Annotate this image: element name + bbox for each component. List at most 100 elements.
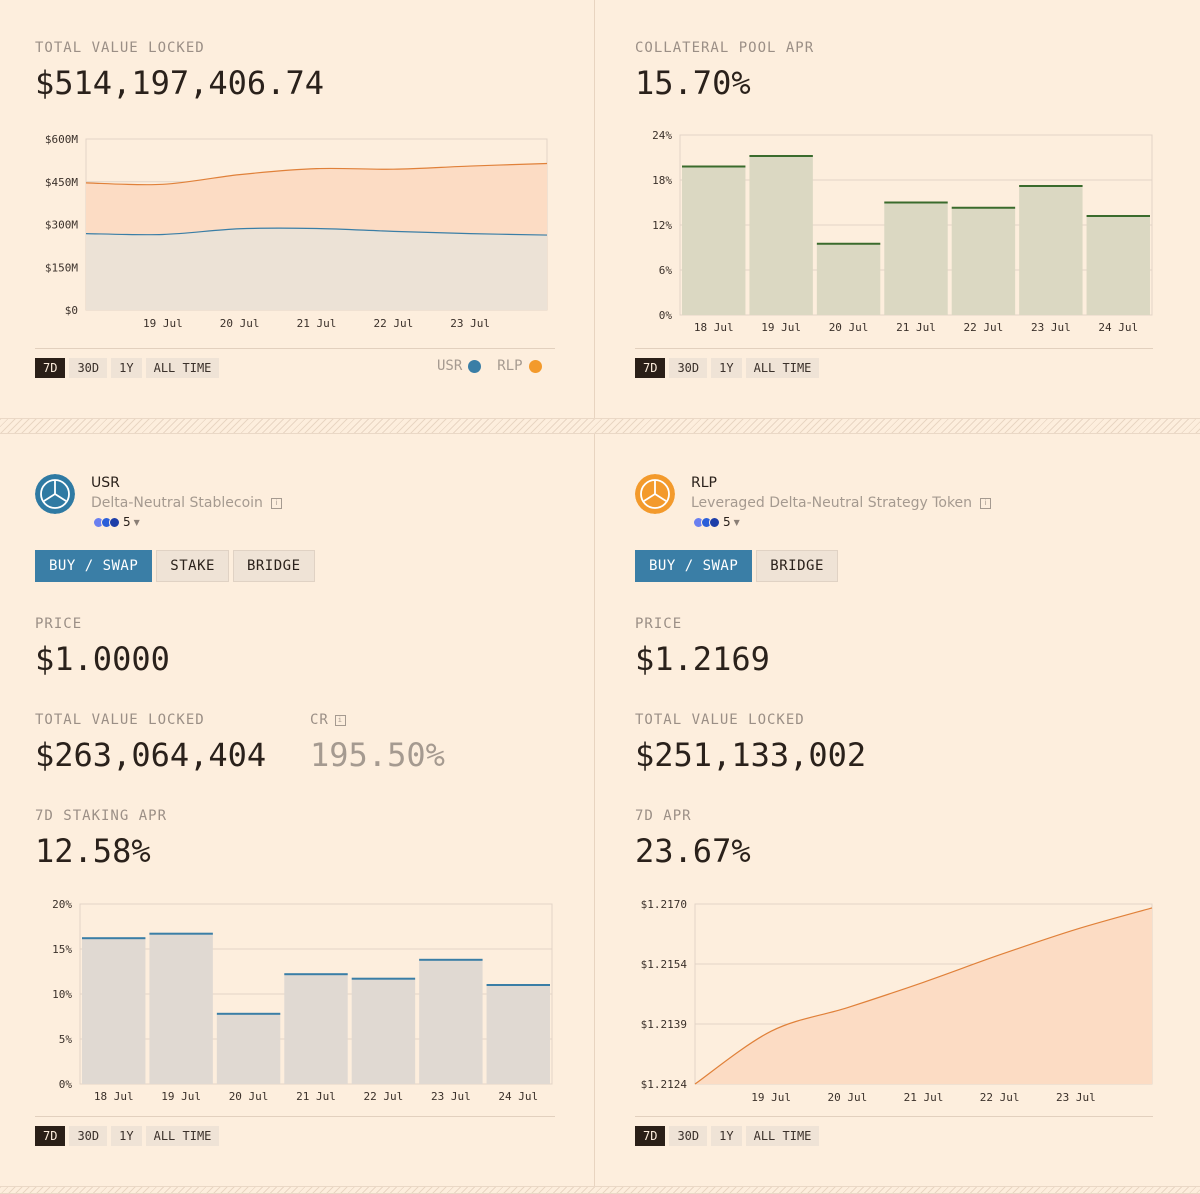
info-icon[interactable]: i [270,497,282,509]
usr-cr-label: CR [310,712,329,728]
rlp-buy-swap-button[interactable]: BUY / SWAP [635,550,753,582]
bar [1019,186,1083,315]
collateral-apr-chart: 0% 6% 12% 18% 24% 18 Jul 19 Jul 20 Jul 21 Jul 22 … [652,130,1153,334]
range-30d-button[interactable]: 30D [669,1126,708,1146]
y-tick-label: 6% [659,264,673,277]
y-tick-label: $300M [45,219,78,232]
rlp-tvl-label: TOTAL VALUE LOCKED [635,712,805,728]
range-30d-button[interactable]: 30D [69,1126,108,1146]
range-7d-button[interactable]: 7D [635,1126,666,1146]
bar-cap [816,242,881,245]
bar-cap [82,937,146,940]
bar [486,985,550,1084]
y-tick-label: $1.2170 [641,898,687,911]
usr-bridge-button[interactable]: BRIDGE [232,550,315,582]
rlp-price-chart: $1.2124 $1.2139 $1.2154 $1.2170 19 Jul 20 Jul… [641,898,1153,1104]
legend-usr-label: USR [437,358,463,374]
bar [82,938,146,1084]
x-tick-label: 18 Jul [694,321,734,334]
tvl-legend: USR RLP [437,358,542,374]
chart-rule [635,1116,1153,1117]
bar-cap [1019,185,1083,187]
x-tick-label: 24 Jul [1098,321,1138,334]
bar-cap [884,201,948,204]
bar [419,959,483,1084]
area-usr [86,228,547,310]
x-tick-label: 24 Jul [498,1090,538,1103]
range-30d-button[interactable]: 30D [669,358,708,378]
range-30d-button[interactable]: 30D [69,358,108,378]
bar-cap [951,206,1016,209]
usr-buy-swap-button[interactable]: BUY / SWAP [35,550,153,582]
vertical-divider-bottom [594,434,595,1186]
usr-name: USR [91,475,120,491]
rlp-bridge-button[interactable]: BRIDGE [756,550,838,582]
chart-rule [35,1116,555,1117]
range-1y-button[interactable]: 1Y [711,1126,742,1146]
bar [284,974,348,1084]
y-tick-label: $1.2139 [641,1018,687,1031]
range-1y-button[interactable]: 1Y [111,358,142,378]
legend-rlp-label: RLP [497,358,523,374]
rlp-description: Leveraged Delta-Neutral Strategy Token [691,495,973,511]
usr-price-label: PRICE [35,616,83,632]
range-all-time-button[interactable]: ALL TIME [145,358,220,378]
info-icon[interactable]: i [334,714,346,726]
range-1y-button[interactable]: 1Y [711,358,742,378]
range-all-time-button[interactable]: ALL TIME [145,1126,220,1146]
y-tick-label: $0 [65,304,78,317]
rlp-panel: RLP Leveraged Delta-Neutral Strategy Tok… [595,434,1200,1186]
usr-apr: 12.58% [35,832,151,870]
x-tick-label: 19 Jul [161,1090,201,1103]
y-tick-label: 20% [52,898,72,911]
collateral-apr-value: 15.70% [635,64,751,102]
y-tick-label: $600M [45,133,78,146]
y-tick-label: 18% [652,174,672,187]
chart-rule [35,348,555,349]
rlp-actions: BUY / SWAP BRIDGE [635,550,838,582]
usr-tvl-label: TOTAL VALUE LOCKED [35,712,205,728]
y-tick-label: $150M [45,261,78,274]
usr-description-row: Delta-Neutral Stablecoin i [91,495,282,511]
range-1y-button[interactable]: 1Y [111,1126,142,1146]
range-7d-button[interactable]: 7D [35,358,66,378]
rlp-chains-dropdown[interactable]: 5 ▼ [693,515,740,529]
range-all-time-button[interactable]: ALL TIME [745,1126,820,1146]
collateral-apr-panel: COLLATERAL POOL APR 15.70% 0% 6% 12% 18% 24%… [595,0,1200,418]
rlp-price: $1.2169 [635,640,770,678]
line-rlp [694,907,1153,1085]
x-tick-label: 21 Jul [904,1091,944,1104]
usr-range-selector: 7D 30D 1Y ALL TIME [35,1126,220,1146]
rlp-price-label: PRICE [635,616,683,632]
x-tick-label: 21 Jul [896,321,936,334]
usr-apr-chart: 0% 5% 10% 15% 20% 18 Jul 19 Jul 20 Jul 21 Jul 22 … [52,898,553,1103]
y-tick-label: 15% [52,943,72,956]
info-icon[interactable]: i [980,497,992,509]
x-tick-label: 20 Jul [829,321,869,334]
chain-icon [109,516,120,528]
bar [749,156,813,315]
usr-stake-button[interactable]: STAKE [156,550,229,582]
bar-cap [149,932,213,935]
bar [1086,216,1150,315]
x-tick-label: 23 Jul [1031,321,1071,334]
x-tick-label: 22 Jul [980,1091,1020,1104]
y-tick-label: 5% [59,1033,73,1046]
range-7d-button[interactable]: 7D [35,1126,66,1146]
tvl-label: TOTAL VALUE LOCKED [35,40,205,56]
x-tick-label: 19 Jul [143,317,183,330]
range-all-time-button[interactable]: ALL TIME [745,358,820,378]
range-7d-button[interactable]: 7D [635,358,666,378]
chevron-down-icon: ▼ [133,517,140,527]
area-rlp [695,907,1152,1084]
x-tick-label: 22 Jul [964,321,1004,334]
x-tick-label: 21 Jul [296,1090,336,1103]
line-usr [85,227,548,236]
tvl-range-selector: 7D 30D 1Y ALL TIME [35,358,220,378]
x-tick-label: 20 Jul [827,1091,867,1104]
x-tick-label: 20 Jul [229,1090,269,1103]
bar [951,207,1016,315]
bar [884,202,948,315]
y-tick-label: 0% [659,309,673,322]
usr-chains-dropdown[interactable]: 5 ▼ [93,515,140,529]
